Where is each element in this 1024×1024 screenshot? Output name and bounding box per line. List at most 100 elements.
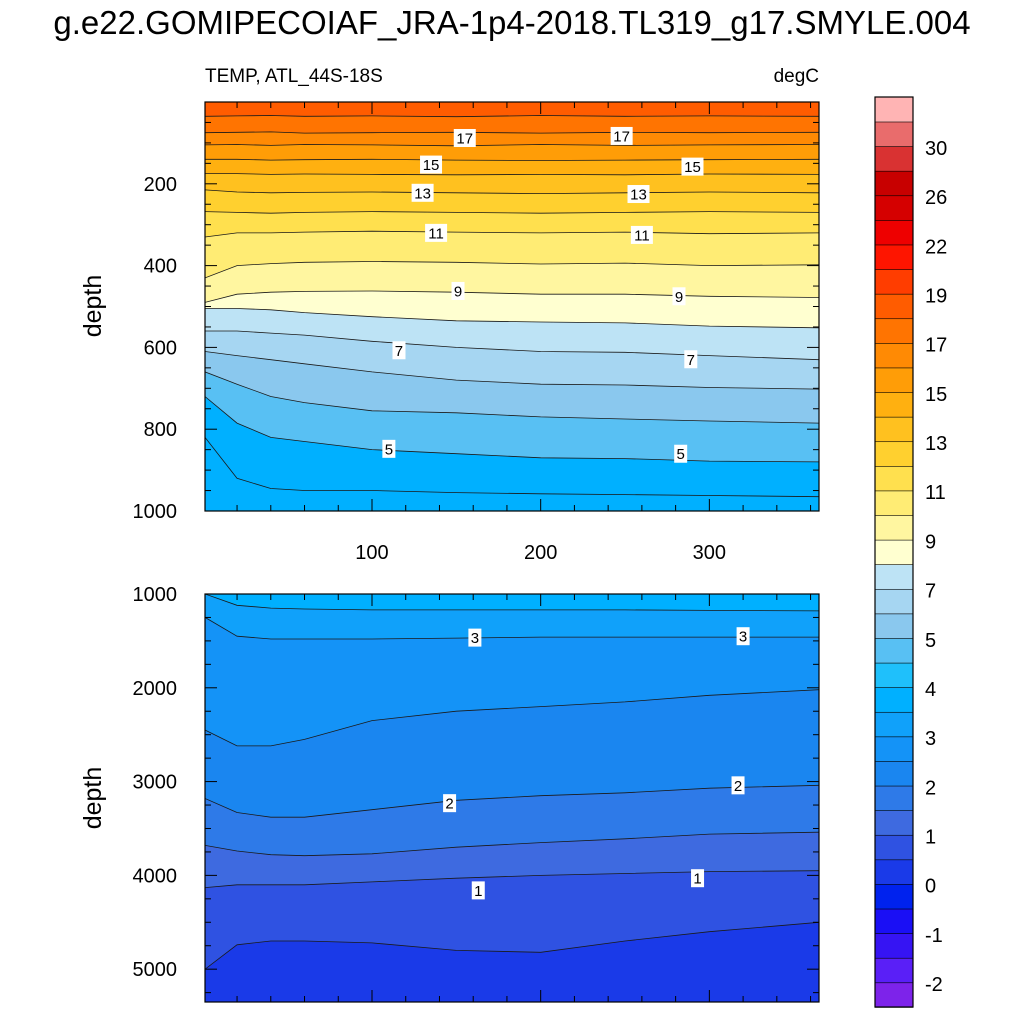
colorbar-swatch xyxy=(874,637,914,664)
colorbar-swatch xyxy=(874,195,914,221)
colorbar-swatch xyxy=(874,96,914,123)
colorbar-swatch xyxy=(874,219,914,246)
lower-contour-label: 1 xyxy=(691,869,705,888)
lower-contour-lines xyxy=(205,594,819,970)
colorbar-label: 17 xyxy=(925,335,947,357)
lower-y-tick-label: 2000 xyxy=(133,678,178,700)
svg-text:1: 1 xyxy=(693,871,701,888)
colorbar-label: 1 xyxy=(925,826,936,848)
upper-contour-label: 9 xyxy=(672,287,686,306)
colorbar-swatch xyxy=(874,145,914,172)
colorbar-swatch xyxy=(874,932,914,959)
upper-contour-label: 7 xyxy=(392,341,406,360)
colorbar: 30 26 22 19 17 15 13 11 9 7 5 4 3 2 1 0 -1 -2 xyxy=(874,96,947,1008)
svg-text:7: 7 xyxy=(687,352,695,369)
colorbar-swatch xyxy=(874,170,914,197)
colorbar-label: 30 xyxy=(925,138,947,160)
upper-isotherm-4 xyxy=(205,396,819,463)
upper-contour-label: 7 xyxy=(684,350,698,369)
upper-panel: 17 17 15 15 13 13 11 11 9 9 7 7 5 5 200 400 600 800 1000 10… xyxy=(133,101,820,564)
colorbar-label: 13 xyxy=(925,433,947,455)
colorbar-swatch xyxy=(874,809,914,836)
colorbar-swatch xyxy=(874,367,914,393)
svg-text:2: 2 xyxy=(445,796,453,813)
colorbar-swatch xyxy=(874,490,914,516)
colorbar-swatch xyxy=(874,563,914,590)
upper-isotherm-11 xyxy=(205,230,819,238)
colorbar-swatch xyxy=(874,957,914,984)
upper-isotherm-8 xyxy=(205,308,819,329)
upper-isotherm-14 xyxy=(205,173,819,176)
lower-contour-label: 3 xyxy=(736,627,750,646)
upper-contour-label: 13 xyxy=(627,185,650,204)
upper-contour-fills xyxy=(205,102,819,497)
svg-text:5: 5 xyxy=(385,441,393,458)
upper-isotherm-15 xyxy=(205,158,819,161)
colorbar-swatch xyxy=(874,514,914,541)
upper-x-tick-label: 200 xyxy=(524,542,557,564)
colorbar-swatch xyxy=(874,416,914,443)
upper-y-tick-label: 600 xyxy=(144,337,177,359)
upper-isotherm-12 xyxy=(205,211,819,214)
colorbar-swatch xyxy=(874,736,914,762)
lower-isotherm-3.5 xyxy=(205,594,819,612)
upper-contour-label: 5 xyxy=(382,439,396,458)
left-string: TEMP, ATL_44S-18S xyxy=(205,66,383,87)
upper-isotherm-10 xyxy=(205,261,819,279)
colorbar-swatch xyxy=(874,391,914,418)
svg-text:3: 3 xyxy=(739,629,747,646)
colorbar-label: -1 xyxy=(925,925,943,947)
upper-isotherm-7 xyxy=(205,330,819,361)
lower-contour-label: 2 xyxy=(443,794,457,813)
lower-isotherm-2 xyxy=(205,784,819,818)
colorbar-swatch xyxy=(874,342,914,369)
upper-band-above-18 xyxy=(205,102,819,117)
colorbar-label: 22 xyxy=(925,236,947,258)
lower-y-tick-label: 1000 xyxy=(133,584,178,606)
colorbar-label: 11 xyxy=(925,482,946,504)
colorbar-label: 3 xyxy=(925,728,936,750)
upper-isotherm-18 xyxy=(205,115,819,118)
lower-y-tick-label: 5000 xyxy=(133,959,178,981)
upper-y-tick-label: 200 xyxy=(144,174,177,196)
svg-text:13: 13 xyxy=(414,185,431,202)
colorbar-label: 9 xyxy=(925,531,936,553)
colorbar-label: 4 xyxy=(925,679,936,701)
upper-isotherm-17 xyxy=(205,131,819,134)
upper-isotherm-5 xyxy=(205,371,819,424)
colorbar-swatch xyxy=(874,441,914,467)
colorbar-swatch xyxy=(874,318,914,344)
lower-isotherm-3 xyxy=(205,617,819,640)
colorbar-swatch xyxy=(874,613,914,639)
colorbar-swatch xyxy=(874,588,914,615)
upper-contour-label: 9 xyxy=(451,281,465,300)
colorbar-swatch xyxy=(874,268,914,295)
upper-isotherm-6 xyxy=(205,351,819,390)
lower-y-tick-label: 3000 xyxy=(133,772,178,794)
upper-contour-label: 13 xyxy=(411,183,434,202)
lower-band-above-3.5 xyxy=(205,594,819,611)
svg-text:1: 1 xyxy=(474,883,482,900)
colorbar-swatch xyxy=(874,121,914,147)
upper-contour-label: 17 xyxy=(453,128,476,147)
upper-x-tick-label: 100 xyxy=(355,542,388,564)
lower-isotherm-2.5 xyxy=(205,689,819,747)
colorbar-swatch xyxy=(874,785,914,811)
svg-text:11: 11 xyxy=(634,227,650,244)
upper-contour-label: 15 xyxy=(681,157,704,176)
svg-text:13: 13 xyxy=(630,187,647,204)
figure-title: g.e22.GOMIPECOIAF_JRA-1p4-2018.TL319_g17… xyxy=(53,4,970,41)
units-string: degC xyxy=(774,66,819,87)
upper-contour-label: 15 xyxy=(420,155,443,174)
lower-contour-label: 3 xyxy=(468,628,482,647)
upper-isotherm-9 xyxy=(205,290,819,303)
colorbar-swatch xyxy=(874,883,914,910)
colorbar-label: 19 xyxy=(925,286,947,308)
colorbar-swatch xyxy=(874,859,914,885)
colorbar-label: 15 xyxy=(925,384,947,406)
upper-y-tick-label: 1000 xyxy=(133,501,178,523)
colorbar-label: 5 xyxy=(925,630,936,652)
colorbar-swatch xyxy=(874,539,914,565)
lower-axes: 1000 2000 3000 4000 5000 xyxy=(133,584,819,1002)
svg-text:15: 15 xyxy=(423,157,440,174)
